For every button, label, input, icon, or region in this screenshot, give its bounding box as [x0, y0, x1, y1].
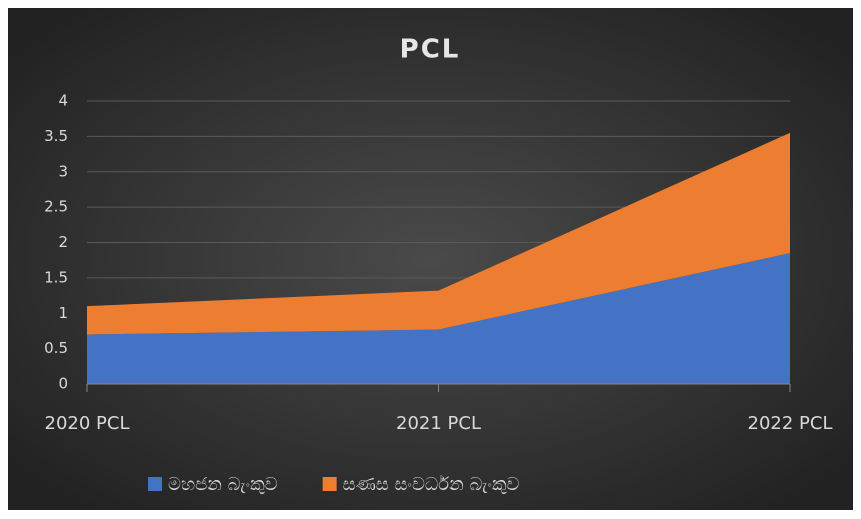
y-tick-label: 1 [58, 304, 68, 322]
x-tick-label: 2022 PCL [748, 413, 833, 434]
y-tick-label: 0.5 [44, 339, 68, 357]
legend-swatch [148, 477, 162, 491]
legend-label: මහජන බැංකුව [168, 474, 278, 495]
area [87, 132, 790, 335]
y-tick-label: 3 [58, 162, 68, 180]
y-tick-label: 4 [58, 92, 68, 110]
legend-label: සණස සංවර්ධන බැංකුව [343, 474, 520, 495]
y-tick-label: 2.5 [44, 198, 68, 216]
area [87, 253, 790, 384]
legend-swatch [322, 477, 337, 491]
x-tick-label: 2021 PCL [396, 413, 481, 434]
chart-title: PCL [400, 35, 461, 65]
y-tick-label: 1.5 [44, 268, 68, 286]
y-tick-label: 2 [58, 233, 68, 251]
y-tick-label: 3.5 [44, 127, 68, 145]
x-tick-label: 2020 PCL [45, 413, 130, 434]
y-tick-label: 0 [58, 375, 68, 393]
